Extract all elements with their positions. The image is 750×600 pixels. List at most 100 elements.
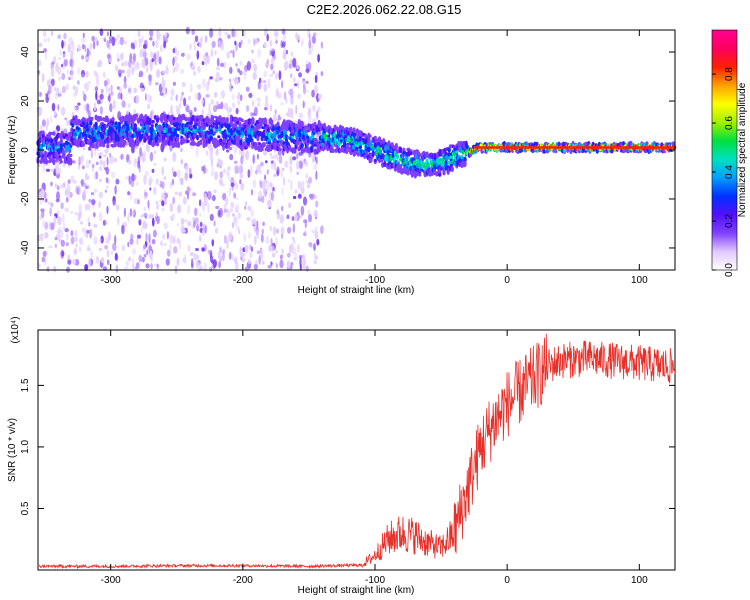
noise-dot [279, 259, 284, 269]
noise-dot [176, 237, 181, 245]
noise-dot [255, 38, 258, 45]
noise-dot [256, 229, 259, 239]
noise-dot [211, 260, 215, 264]
noise-dot [212, 105, 218, 113]
noise-dot [187, 204, 191, 215]
noise-dot [78, 156, 81, 166]
noise-dot [306, 89, 309, 93]
noise-dot [309, 194, 314, 201]
noise-dot [232, 213, 235, 217]
noise-dot [153, 186, 157, 193]
noise-dot [114, 252, 118, 261]
noise-dot [70, 230, 74, 237]
noise-dot [280, 102, 284, 106]
noise-dot [137, 199, 140, 205]
noise-dot [196, 223, 200, 232]
noise-dot [112, 100, 116, 110]
noise-dot [106, 259, 110, 266]
ridge-cell [386, 148, 390, 156]
noise-dot [127, 191, 131, 196]
noise-dot [57, 93, 62, 97]
ridge-cell [98, 142, 102, 147]
y-tick-label: 0.5 [20, 501, 31, 515]
noise-dot [81, 37, 86, 43]
noise-dot [81, 55, 84, 60]
ridge-cell [380, 159, 384, 163]
noise-dot [217, 158, 221, 165]
noise-dot [202, 228, 205, 237]
noise-dot [297, 181, 302, 191]
noise-dot [187, 244, 191, 252]
x-tick-label: 0 [504, 275, 510, 286]
noise-dot [283, 91, 287, 100]
noise-dot [298, 72, 303, 78]
noise-dot [266, 181, 271, 191]
ridge-cell [298, 131, 302, 138]
noise-dot [176, 223, 180, 227]
noise-dot [175, 94, 178, 102]
noise-dot [186, 53, 191, 61]
noise-dot [81, 227, 84, 233]
noise-dot [71, 44, 75, 51]
noise-dot [185, 165, 189, 172]
noise-dot [226, 149, 230, 153]
noise-dot [82, 146, 86, 151]
noise-dot [244, 205, 247, 210]
noise-dot [195, 247, 199, 252]
noise-dot [284, 60, 289, 70]
ridge-cell [296, 139, 300, 146]
noise-dot [39, 233, 44, 242]
noise-dot [106, 31, 109, 37]
noise-dot [313, 252, 317, 258]
noise-dot [182, 196, 187, 205]
noise-dot [265, 61, 269, 67]
ridge-cell [155, 142, 160, 147]
noise-dot [85, 71, 89, 78]
noise-dot [235, 63, 238, 67]
noise-dot [77, 80, 80, 85]
noise-dot [106, 39, 110, 48]
noise-dot [193, 40, 196, 47]
noise-dot [120, 153, 124, 160]
noise-dot [65, 196, 69, 203]
noise-dot [219, 171, 223, 179]
noise-dot [171, 178, 175, 186]
noise-dot [75, 185, 80, 195]
noise-dot [198, 235, 202, 242]
noise-dot [289, 156, 293, 165]
noise-dot [119, 36, 125, 46]
noise-dot [291, 216, 295, 221]
ridge-cell [217, 135, 221, 139]
snr-frame [37, 329, 676, 571]
noise-dot [48, 245, 53, 249]
noise-dot [294, 252, 298, 261]
noise-dot [290, 51, 294, 57]
noise-dot [123, 221, 127, 226]
noise-dot [133, 108, 136, 116]
noise-dot [264, 107, 268, 111]
noise-dot [152, 217, 155, 227]
noise-dot [223, 203, 227, 210]
ridge-cell [176, 136, 180, 142]
ridge-cell [155, 118, 160, 123]
noise-dot [90, 192, 95, 196]
ridge-cell [373, 135, 377, 140]
spectrogram-ridge [36, 112, 677, 179]
noise-dot [137, 30, 141, 38]
noise-dot [289, 164, 293, 173]
colorbar-label: Normalized spectral amplitude [737, 82, 748, 217]
noise-dot [260, 233, 264, 243]
noise-dot [128, 256, 132, 262]
noise-dot [296, 244, 300, 253]
noise-dot [240, 94, 243, 102]
noise-dot [57, 66, 62, 75]
noise-dot [78, 203, 82, 213]
noise-dot [226, 166, 231, 171]
noise-dot [289, 73, 293, 79]
colorbar-frame [711, 29, 738, 271]
noise-dot [205, 94, 210, 98]
noise-dot [107, 95, 110, 101]
noise-dot [64, 227, 69, 233]
noise-dot [245, 150, 250, 161]
noise-dot [198, 199, 202, 207]
